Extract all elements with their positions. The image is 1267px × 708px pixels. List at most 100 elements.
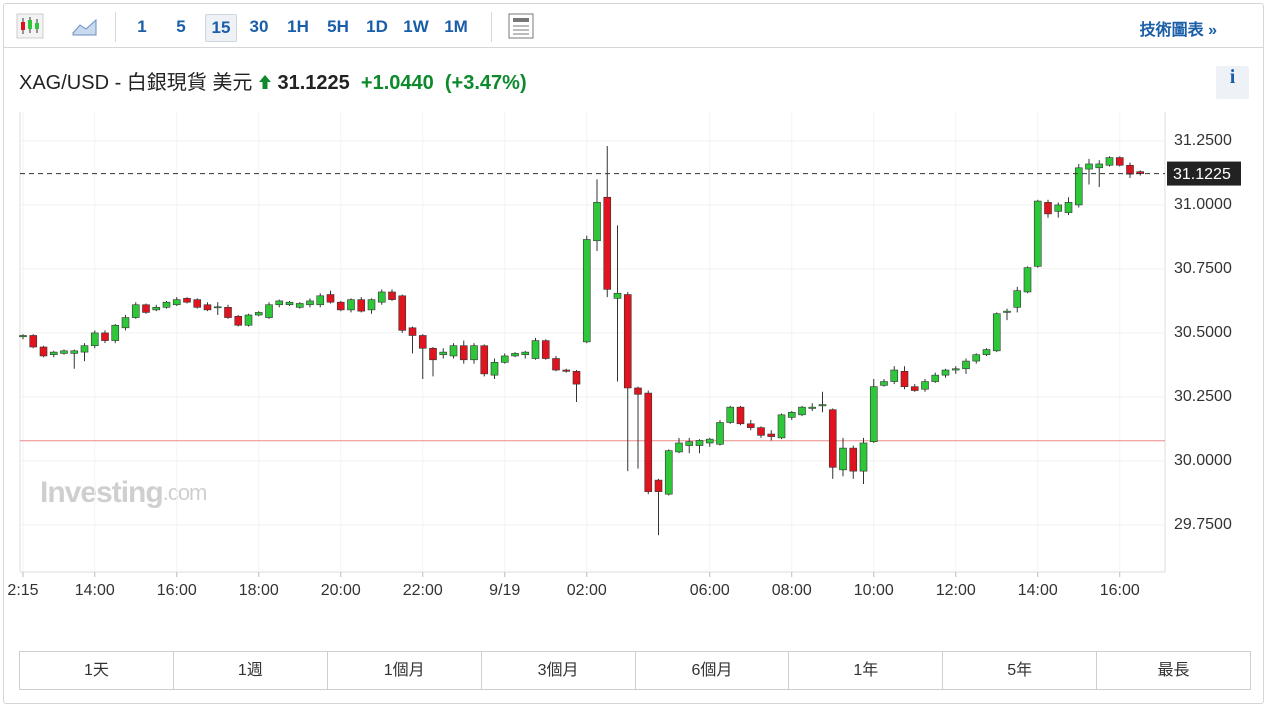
candle-body bbox=[1085, 163, 1093, 170]
candle-body bbox=[808, 406, 817, 409]
candle-body bbox=[111, 324, 120, 341]
candle-body bbox=[449, 345, 458, 357]
candle-body bbox=[685, 441, 694, 446]
candle-body bbox=[203, 304, 212, 311]
interval-button[interactable]: 1D bbox=[366, 17, 388, 36]
range-button[interactable]: 最長 bbox=[1157, 662, 1190, 679]
candle-body bbox=[777, 414, 786, 439]
technical-chart-link[interactable]: 技術圖表 » bbox=[1139, 22, 1217, 39]
candle-body bbox=[213, 306, 222, 309]
candle-body bbox=[1105, 157, 1114, 166]
interval-button[interactable]: 1W bbox=[403, 17, 429, 36]
candle-body bbox=[890, 369, 899, 382]
candle-body bbox=[224, 307, 232, 318]
x-tick-label: 22:00 bbox=[403, 582, 443, 599]
candle-body bbox=[131, 304, 140, 318]
candle-body bbox=[705, 438, 714, 444]
candle-body bbox=[664, 450, 673, 495]
candle-body bbox=[480, 345, 489, 375]
interval-button[interactable]: 5H bbox=[327, 17, 349, 36]
candle-body bbox=[716, 422, 724, 445]
candle-body bbox=[839, 447, 847, 471]
candle-body bbox=[552, 358, 560, 371]
candle-body bbox=[377, 291, 386, 303]
x-tick-label: 06:00 bbox=[690, 582, 730, 599]
candle-body bbox=[1074, 167, 1083, 206]
candle-body bbox=[336, 301, 345, 311]
candle-body bbox=[593, 202, 601, 242]
candle-body bbox=[746, 423, 755, 428]
range-button[interactable]: 1週 bbox=[174, 652, 328, 689]
x-tick-label: 10:00 bbox=[854, 582, 894, 599]
area-icon[interactable] bbox=[70, 11, 100, 41]
candle-body bbox=[254, 312, 263, 316]
candle-body bbox=[39, 346, 48, 357]
interval-button[interactable]: 30 bbox=[249, 17, 269, 36]
candle-body bbox=[316, 295, 325, 306]
x-tick-label: 02:00 bbox=[567, 582, 607, 599]
range-button[interactable]: 1個月 bbox=[328, 652, 482, 689]
candle-body bbox=[767, 433, 776, 437]
y-tick-label: 30.2500 bbox=[1174, 388, 1232, 405]
interval-button[interactable]: 1H bbox=[287, 17, 309, 36]
candle-body bbox=[490, 362, 499, 376]
candle-body bbox=[962, 360, 970, 370]
toolbar: 技術圖表 » 1 5 15 30 1H 5H 1D 1W 1M bbox=[4, 4, 1263, 48]
candle-body bbox=[521, 351, 530, 355]
interval-button[interactable]: 1 bbox=[137, 17, 147, 36]
interval-button[interactable]: 1M bbox=[444, 17, 468, 36]
last-price-label: 31.1225 bbox=[1173, 166, 1231, 183]
candle-body bbox=[644, 392, 653, 492]
chart: Investing.com 29.7500 30.0000 30.2500 30.50… bbox=[7, 112, 1241, 599]
interval-button[interactable]: 15 bbox=[205, 14, 237, 42]
candle-body bbox=[429, 347, 437, 361]
candle-body bbox=[367, 299, 376, 311]
candle-body bbox=[142, 304, 150, 313]
candle-body bbox=[121, 317, 130, 329]
candle-body bbox=[101, 332, 109, 341]
candle-body bbox=[541, 340, 550, 359]
candle-body bbox=[234, 315, 243, 326]
candle-body bbox=[695, 440, 704, 446]
candle-body bbox=[244, 314, 253, 326]
change-percent: (+3.47%) bbox=[444, 72, 527, 94]
price: 31.1225 bbox=[277, 72, 350, 94]
candle-body bbox=[1126, 164, 1134, 175]
candle-body bbox=[1095, 163, 1104, 169]
candle-body bbox=[1033, 200, 1042, 267]
candle-body bbox=[880, 381, 888, 386]
candle-body bbox=[921, 381, 929, 390]
x-tick-label: 12:00 bbox=[936, 582, 976, 599]
x-tick-label: 14:00 bbox=[75, 582, 115, 599]
range-button[interactable]: 1年 bbox=[789, 652, 944, 689]
range-button[interactable]: 1天 bbox=[20, 652, 174, 689]
range-button[interactable]: 6個月 bbox=[636, 652, 790, 689]
y-tick-label: 30.7500 bbox=[1174, 260, 1232, 277]
candle-body bbox=[398, 295, 407, 331]
watermark: Investing.com bbox=[40, 476, 206, 509]
candle-body bbox=[634, 387, 642, 395]
range-button[interactable]: 5年 bbox=[943, 652, 1098, 689]
candle-body bbox=[408, 327, 417, 336]
candle-body bbox=[818, 404, 827, 407]
up-arrow bbox=[258, 75, 271, 89]
candle-body bbox=[1003, 310, 1011, 313]
candle-body bbox=[787, 411, 796, 418]
x-tick-label: 2:15 bbox=[7, 582, 38, 599]
candle-body bbox=[941, 369, 950, 376]
candle-body bbox=[675, 442, 683, 453]
y-tick-label: 29.7500 bbox=[1174, 516, 1232, 533]
table-icon[interactable] bbox=[506, 11, 536, 41]
candle-body bbox=[849, 447, 858, 472]
candle-body bbox=[982, 349, 991, 355]
x-tick-label: 08:00 bbox=[772, 582, 812, 599]
candle-body bbox=[511, 353, 519, 357]
candle-icon[interactable] bbox=[14, 11, 46, 41]
candle-body bbox=[418, 335, 427, 349]
candle-body bbox=[29, 335, 38, 348]
candle-body bbox=[972, 354, 981, 362]
interval-button[interactable]: 5 bbox=[176, 17, 186, 36]
info-button[interactable]: i bbox=[1216, 66, 1249, 99]
x-tick-label: 16:00 bbox=[1100, 582, 1140, 599]
range-button[interactable]: 3個月 bbox=[482, 652, 636, 689]
